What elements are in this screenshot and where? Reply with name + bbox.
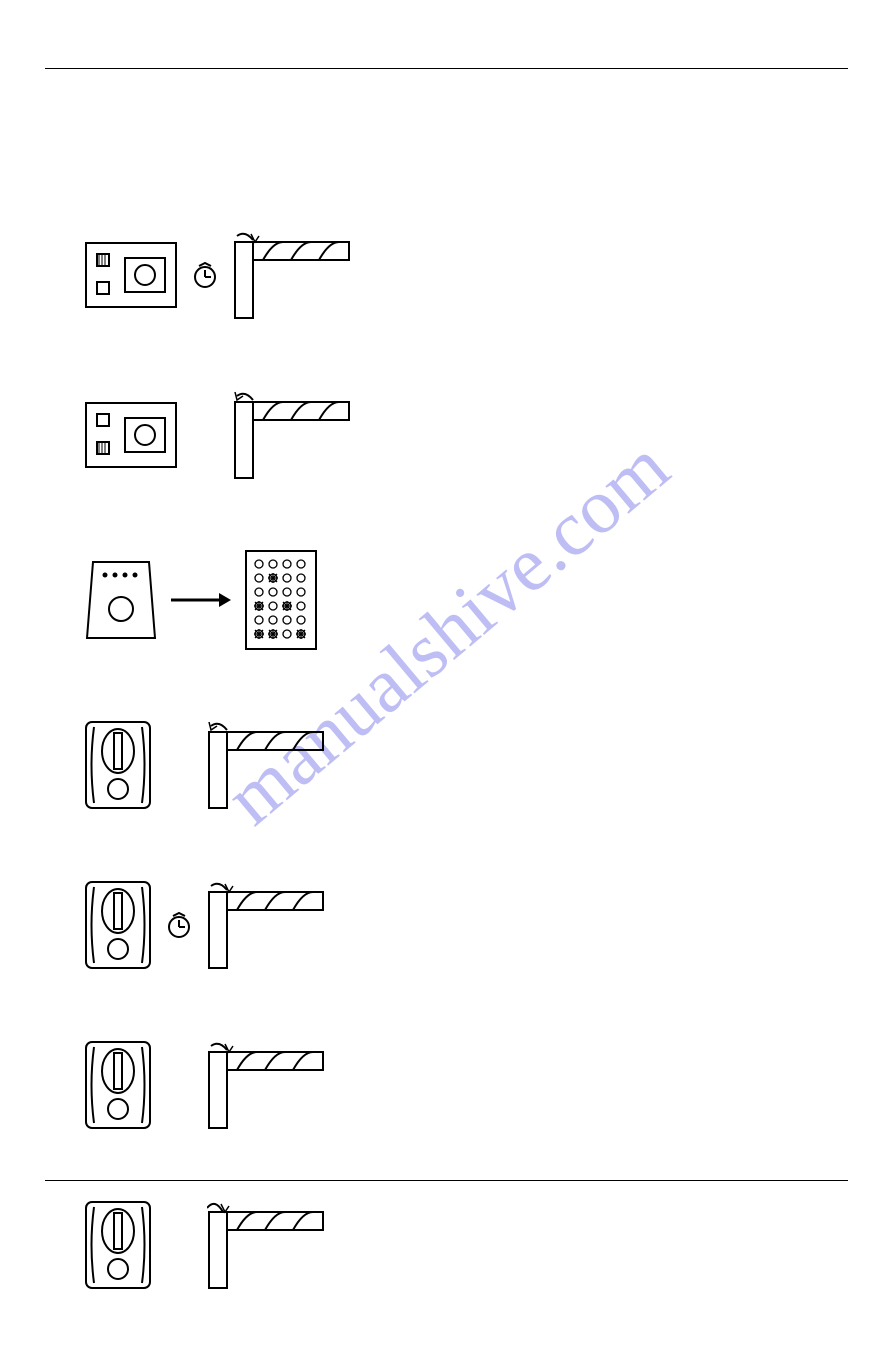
oval-panel-icon bbox=[85, 721, 151, 809]
keypad-panel-icon bbox=[85, 561, 157, 639]
clock-icon bbox=[165, 911, 193, 939]
diagram-row-2 bbox=[85, 390, 365, 480]
barrier-down-icon bbox=[207, 720, 327, 810]
oval-panel-icon bbox=[85, 1041, 151, 1129]
clock-icon bbox=[191, 261, 219, 289]
barrier-up-icon bbox=[207, 1040, 327, 1130]
barrier-up-icon bbox=[207, 880, 327, 970]
arrow-right-icon bbox=[171, 593, 231, 607]
barrier-up-icon bbox=[233, 230, 353, 320]
diagram-row-4 bbox=[85, 720, 365, 810]
diagram-column bbox=[85, 230, 365, 1360]
panel-device-icon bbox=[85, 242, 177, 308]
diagram-row-5 bbox=[85, 880, 365, 970]
barrier-up-icon bbox=[207, 1200, 327, 1290]
panel-device-b-icon bbox=[85, 402, 177, 468]
diagram-row-1 bbox=[85, 230, 365, 320]
grid-dots-icon bbox=[245, 550, 317, 650]
oval-panel-icon bbox=[85, 1201, 151, 1289]
barrier-down-icon bbox=[233, 390, 353, 480]
diagram-row-6 bbox=[85, 1040, 365, 1130]
top-divider bbox=[45, 68, 848, 69]
oval-panel-icon bbox=[85, 881, 151, 969]
diagram-row-7 bbox=[85, 1200, 365, 1290]
diagram-row-3 bbox=[85, 550, 365, 650]
